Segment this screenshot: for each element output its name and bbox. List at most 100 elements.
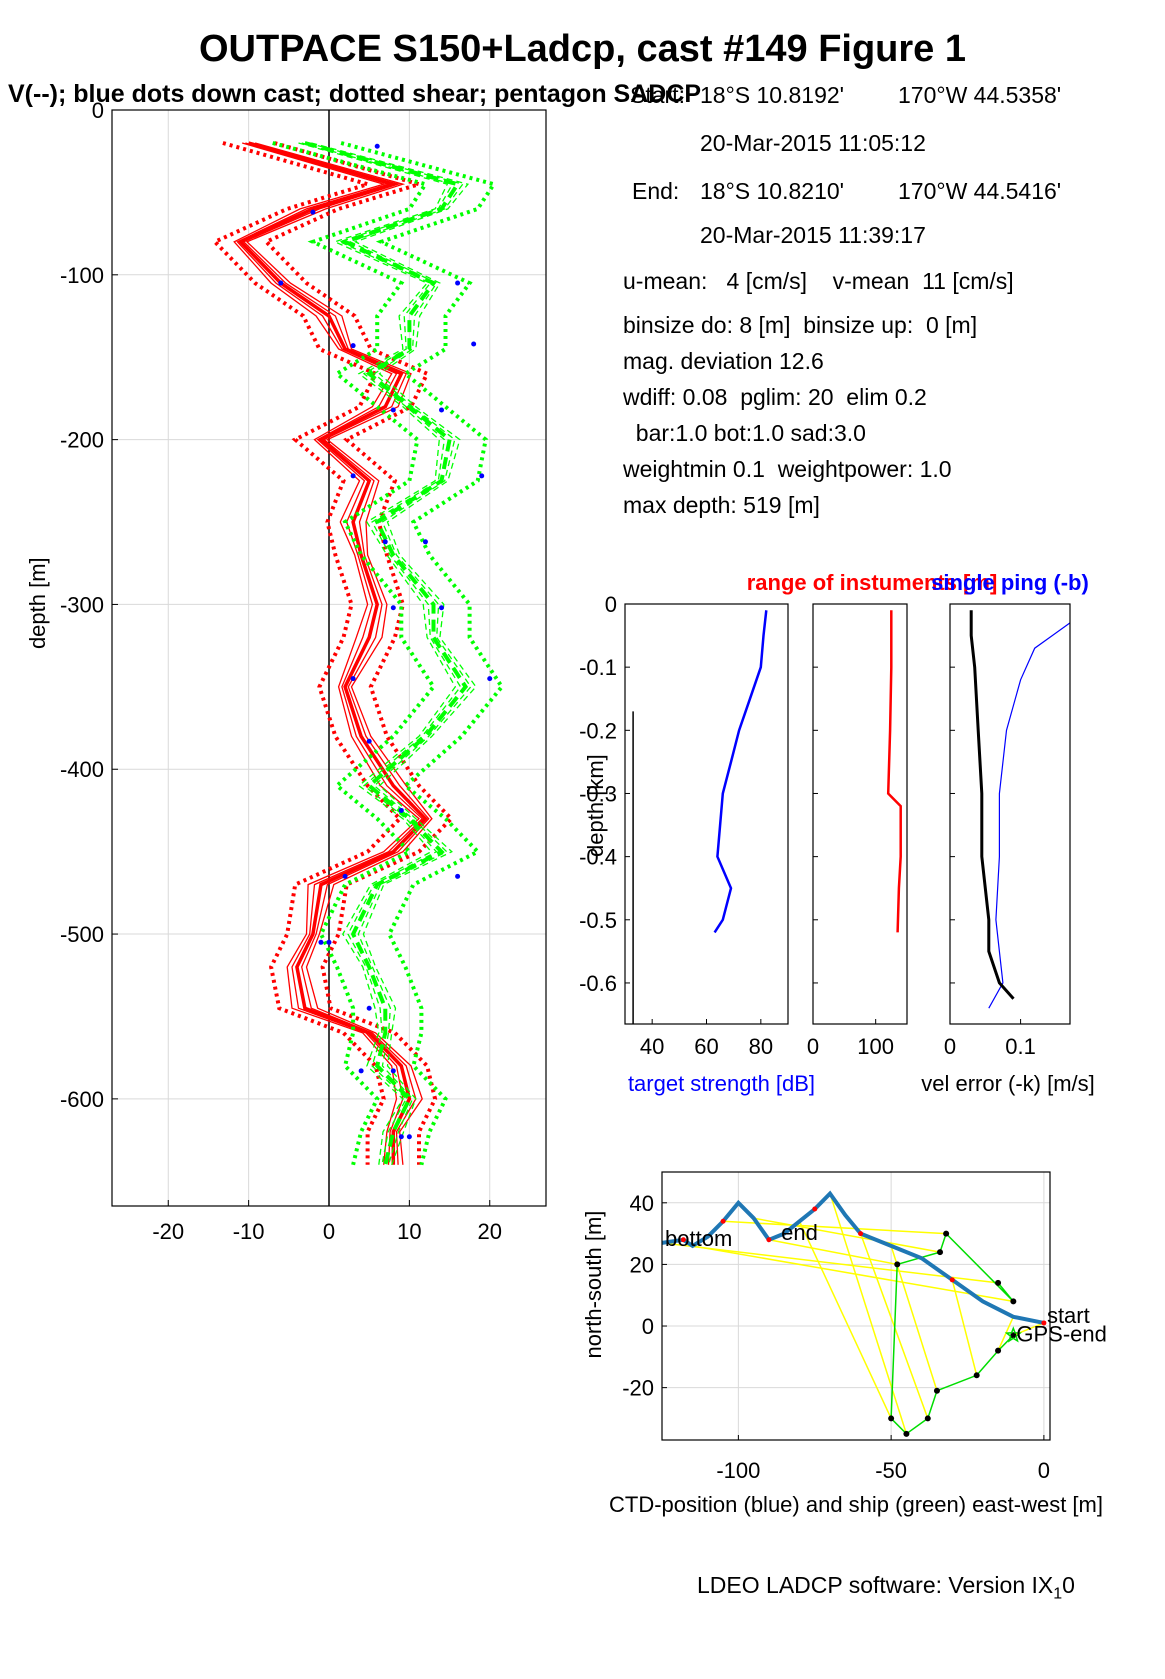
range-title: range of instuments [m]: [747, 570, 998, 595]
pos-xtick-label: -50: [875, 1458, 907, 1483]
ts-ytick-label: -0.3: [579, 781, 617, 806]
start-time: 20-Mar-2015 11:05:12: [700, 130, 926, 156]
ship-fix-dot: [903, 1430, 910, 1437]
vel-error-xtick-label: 0.1: [1005, 1034, 1036, 1059]
main-ytick-label: -100: [60, 263, 104, 288]
downcast-dot: [390, 605, 396, 611]
main-ytick-label: 0: [92, 98, 104, 123]
ts-ytick-label: -0.2: [579, 718, 617, 743]
ship-fix-dot: [933, 1387, 940, 1394]
wdiff: wdiff: 0.08 pglim: 20 elim 0.2: [623, 384, 927, 410]
ctd-fix-dot: [858, 1231, 864, 1237]
ship-fix-dot: [1010, 1332, 1017, 1339]
pos-ytick-label: 0: [642, 1314, 654, 1339]
ts-ytick-label: -0.5: [579, 908, 617, 933]
downcast-dot: [350, 473, 356, 479]
ship-fix-dot: [1010, 1298, 1017, 1305]
main-xtick-label: -20: [152, 1219, 184, 1244]
ts-ytick-label: -0.1: [579, 655, 617, 680]
main-xtick-label: 20: [477, 1219, 501, 1244]
v-profile-line: [304, 141, 469, 1166]
downcast-dot: [406, 1134, 412, 1140]
u-profile-line: [236, 142, 424, 1165]
pos-label-bottom: bottom: [665, 1226, 732, 1251]
fix-line: [753, 1217, 941, 1253]
end-time: 20-Mar-2015 11:39:17: [700, 222, 926, 248]
vel-error-xtick-label: 0: [944, 1034, 956, 1059]
downcast-dot: [358, 1068, 364, 1074]
vel-error-line: [969, 610, 1015, 1000]
ts-xtick-label: 40: [640, 1034, 664, 1059]
downcast-dot: [318, 939, 324, 945]
pos-label-start: start: [1047, 1303, 1090, 1328]
downcast-dot: [398, 1134, 404, 1140]
main-ytick-label: -400: [60, 757, 104, 782]
footer-text: LDEO LADCP software: Version IX: [697, 1572, 1054, 1598]
downcast-dot: [366, 738, 372, 744]
main-ytick-label: -300: [60, 592, 104, 617]
u-profile-line: [242, 142, 430, 1165]
ts-xtick-label: 80: [749, 1034, 773, 1059]
main-ylabel: depth [m]: [25, 557, 50, 649]
fix-line: [951, 1279, 978, 1376]
figure-subtitle: V(--); blue dots down cast; dotted shear…: [8, 80, 702, 108]
pos-xtick-label: 0: [1038, 1458, 1050, 1483]
pos-label-end: end: [781, 1220, 818, 1245]
v-profile-line: [301, 142, 462, 1165]
u-profile-line: [245, 142, 433, 1165]
ts-line: [713, 610, 768, 934]
pos-xlabel: CTD-position (blue) and ship (green) eas…: [609, 1492, 1103, 1517]
ship-fix-dot: [995, 1347, 1002, 1354]
binsize: binsize do: 8 [m] binsize up: 0 [m]: [623, 312, 978, 338]
ts-xtick-label: 60: [694, 1034, 718, 1059]
ship-fix-dot: [894, 1261, 901, 1268]
start-lat: 18°S 10.8192': [700, 82, 845, 108]
downcast-dot: [439, 407, 445, 413]
software-version: LDEO LADCP software: Version IX10: [697, 1572, 1075, 1604]
ctd-fix-dot: [680, 1237, 686, 1243]
downcast-dot: [390, 1068, 396, 1074]
main-xtick-label: 0: [323, 1219, 335, 1244]
range-xtick-label: 0: [807, 1034, 819, 1059]
downcast-dot: [342, 873, 348, 879]
pos-ytick-label: 20: [630, 1252, 654, 1277]
ship-fix-dot: [888, 1415, 895, 1422]
downcast-dot: [439, 605, 445, 611]
main-xtick-label: -10: [233, 1219, 265, 1244]
end-lon: 170°W 44.5416': [898, 178, 1062, 204]
v-profile-line: [311, 142, 477, 1166]
single-ping-line: [988, 622, 1071, 1009]
pos-axes-box: [661, 1171, 1051, 1441]
pos-label-gps-end: GPS-end: [1016, 1321, 1107, 1346]
main-ytick-label: -200: [60, 428, 104, 453]
ts-ytick-label: 0: [605, 592, 617, 617]
weight-settings: weightmin 0.1 weightpower: 1.0: [623, 456, 952, 482]
start-lon: 170°W 44.5358': [898, 82, 1062, 108]
vel-error-title: single ping (-b): [931, 570, 1089, 595]
downcast-dot: [455, 873, 461, 879]
downcast-dot: [398, 807, 404, 813]
downcast-dot: [487, 676, 493, 682]
downcast-dot: [374, 143, 380, 149]
end-lat: 18°S 10.8210': [700, 178, 845, 204]
downcast-dot: [350, 343, 356, 349]
downcast-dot: [310, 209, 316, 215]
pos-ylabel: north-south [m]: [581, 1211, 606, 1359]
downcast-dot: [366, 1005, 372, 1011]
v-shear-right: [340, 141, 505, 1166]
max-depth: max depth: 519 [m]: [623, 492, 820, 518]
fix-line: [997, 1316, 1015, 1351]
u-profile-line: [233, 142, 420, 1165]
bar-weights: bar:1.0 bot:1.0 sad:3.0: [623, 420, 866, 446]
fix-line: [890, 1245, 938, 1391]
fix-line: [768, 1239, 898, 1266]
downcast-dot: [278, 280, 284, 286]
u-shear-left: [211, 141, 403, 1165]
mean-velocity: u-mean: 4 [cm/s] v-mean 11 [cm/s]: [623, 268, 1014, 294]
range-axes-box: [812, 603, 908, 1025]
ctd-fix-dot: [766, 1237, 772, 1243]
pos-ytick-label: -20: [622, 1376, 654, 1401]
ship-fix-dot: [924, 1415, 931, 1422]
